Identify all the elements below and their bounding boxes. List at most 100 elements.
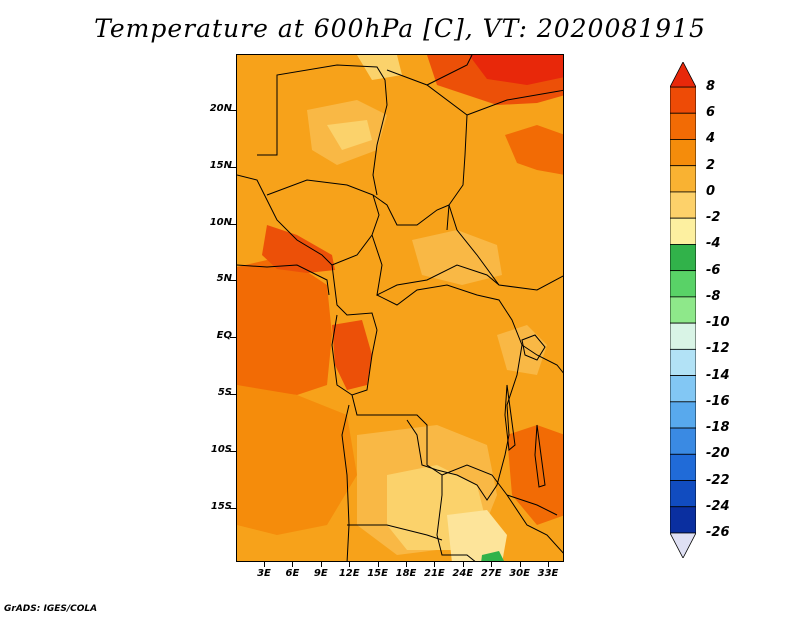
- field-light-sahara-2: [327, 120, 372, 150]
- colorbar-label: -14: [706, 367, 730, 383]
- lon-label-33E: 33E: [537, 568, 559, 579]
- colorbar-label: -6: [706, 262, 721, 278]
- lat-tick: [230, 394, 236, 395]
- field-hot-gabon: [332, 320, 372, 390]
- colorbar-box: [670, 86, 696, 114]
- lat-tick: [230, 166, 236, 168]
- colorbar-label: -2: [706, 210, 721, 226]
- colorbar-box: [670, 348, 696, 376]
- colorbar-label: -16: [706, 393, 730, 409]
- colorbar-label: -26: [706, 525, 730, 540]
- colorbar-label: 4: [706, 131, 716, 147]
- lon-label-15E: 15E: [367, 568, 388, 579]
- colorbar-box: [670, 296, 696, 324]
- lon-tick: [434, 562, 436, 567]
- lake-victoria: [521, 334, 546, 361]
- field-light-north: [357, 55, 402, 80]
- field-hot-top: [469, 55, 563, 85]
- colorbar-box: [670, 165, 696, 193]
- border-tanzania: [521, 344, 563, 374]
- colorbar-box: [670, 270, 696, 298]
- colorbar-label: -10: [706, 315, 730, 331]
- lat-label-20N: 20N: [209, 103, 232, 114]
- colorbar-box: [670, 217, 696, 245]
- colorbar-box: [670, 480, 696, 508]
- colorbar-label: -18: [706, 420, 730, 436]
- lon-tick: [462, 562, 464, 567]
- border-drc-north: [376, 284, 523, 346]
- border-nigeria: [266, 179, 380, 266]
- colorbar-box: [670, 453, 696, 481]
- lon-tick: [548, 562, 549, 567]
- colorbar-box: [670, 191, 696, 219]
- lon-tick: [349, 562, 351, 567]
- colorbar-label: 8: [706, 79, 716, 94]
- border-zambia: [441, 464, 558, 516]
- lon-tick: [519, 562, 521, 567]
- border-north-4: [466, 89, 563, 116]
- credit-text: GrADS: IGES/COLA: [4, 604, 98, 614]
- colorbar-box: [670, 112, 696, 140]
- lon-label-30E: 30E: [509, 568, 530, 579]
- colorbar-label: -22: [706, 472, 730, 488]
- field-hot-west: [237, 260, 332, 395]
- colorbar-box: [670, 375, 696, 403]
- colorbar-label: -8: [706, 288, 721, 304]
- lon-label-18E: 18E: [395, 568, 417, 579]
- border-drc-east: [406, 344, 523, 501]
- colorbar-bottom-arrow: [670, 532, 696, 558]
- lat-tick: [230, 337, 236, 339]
- lon-label-3E: 3E: [257, 568, 271, 579]
- field-light-central: [412, 230, 502, 285]
- lon-label-12E: 12E: [338, 568, 360, 579]
- lat-label-15S: 15S: [210, 500, 232, 512]
- colorbar-box: [670, 506, 696, 534]
- colorbar-label: -24: [706, 498, 730, 514]
- lon-label-24E: 24E: [452, 568, 474, 579]
- colorbar-box: [670, 139, 696, 167]
- chart-title: Temperature at 600hPa [C], VT: 202008191…: [94, 14, 706, 43]
- field-hot-east-patches: [505, 125, 563, 175]
- colorbar-box: [670, 244, 696, 272]
- colorbar-boxes: [670, 86, 696, 534]
- lat-label-15N: 15N: [209, 159, 232, 171]
- map-canvas: [237, 55, 563, 561]
- lon-label-27E: 27E: [480, 568, 502, 579]
- border-north-3: [426, 55, 473, 86]
- colorbar: [670, 62, 696, 558]
- colorbar-box: [670, 322, 696, 350]
- lat-tick: [230, 507, 236, 509]
- lat-label-5S: 5S: [217, 387, 232, 398]
- colorbar-label: -12: [706, 341, 730, 357]
- field-warm-west: [237, 385, 357, 535]
- colorbar-box: [670, 401, 696, 429]
- border-mozambique: [506, 494, 563, 554]
- lat-label-10S: 10S: [210, 443, 232, 455]
- border-angola-west: [341, 404, 350, 561]
- lake-tanganyika: [504, 384, 516, 451]
- border-north-1: [257, 64, 388, 196]
- coast-gulf-guinea: [237, 264, 330, 296]
- border-angola-south: [347, 524, 443, 541]
- temperature-map: [236, 54, 564, 562]
- border-west-coast: [237, 174, 333, 266]
- field-hot-gulf: [262, 225, 335, 273]
- lat-label-5N: 5N: [216, 273, 232, 285]
- border-car: [371, 234, 500, 296]
- lon-tick: [377, 562, 379, 567]
- lon-tick: [264, 562, 265, 567]
- colorbar-label: 2: [706, 157, 716, 173]
- colorbar-label: 6: [706, 105, 716, 121]
- lat-label-10N: 10N: [209, 216, 232, 228]
- lon-tick: [406, 562, 407, 567]
- colorbar-label: 0: [706, 183, 716, 199]
- lon-label-9E: 9E: [313, 568, 328, 579]
- field-light-east: [497, 325, 547, 375]
- lon-label-21E: 21E: [424, 568, 445, 579]
- colorbar-label: -20: [706, 446, 730, 462]
- lon-tick: [292, 562, 294, 567]
- colorbar-box: [670, 427, 696, 455]
- lat-tick: [230, 280, 236, 282]
- lake-malawi: [534, 424, 546, 488]
- colorbar-label: -4: [706, 236, 721, 252]
